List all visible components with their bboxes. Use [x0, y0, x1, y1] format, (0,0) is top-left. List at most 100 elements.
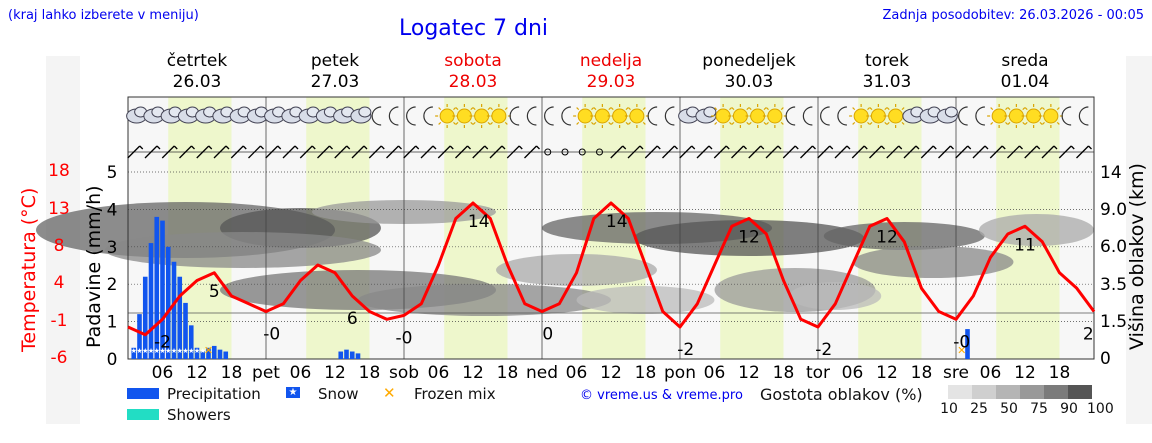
sun-ray [453, 107, 457, 111]
sun-shape [715, 108, 731, 124]
wind-barb-icon [1058, 145, 1072, 159]
sun-ray [1022, 121, 1026, 125]
sun-ray [608, 121, 612, 125]
precip-bar [177, 276, 183, 359]
density-swatch [1044, 385, 1068, 399]
precip-bar [194, 347, 200, 359]
wind-barb-feather [846, 145, 851, 150]
showers-legend-label: Showers [167, 406, 231, 424]
cloud-icon [126, 106, 148, 124]
moon-icon [509, 106, 520, 126]
sun-ray [763, 107, 767, 111]
sun-ray [731, 107, 735, 111]
moon-icon [664, 106, 675, 126]
frozen-mix-icon: ✕ [383, 384, 396, 402]
wind-barb-icon [578, 148, 586, 156]
day-date: 26.03 [172, 72, 222, 92]
sun-ray [489, 121, 493, 125]
wind-barb-icon [368, 145, 382, 159]
wind-barb-feather [1088, 145, 1092, 150]
wind-barb-feather [484, 145, 489, 150]
x-tick-label: pet [252, 363, 280, 383]
x-tick-label: 06 [980, 363, 1002, 383]
wind-barb-icon [662, 145, 675, 159]
density-swatch [1020, 385, 1044, 399]
moon-shape [664, 106, 675, 126]
x-tick-label: 06 [704, 363, 726, 383]
frozen-mix-mark: ✕ [204, 344, 213, 357]
wind-barb-icon [489, 145, 503, 159]
wind-barb-feather [173, 145, 178, 150]
sun-icon [762, 104, 787, 128]
temperature-value-label: -0 [396, 328, 413, 348]
snow-mark: ★ [154, 347, 160, 355]
day-date: 01.04 [1000, 72, 1050, 92]
wind-barb-feather [346, 145, 351, 150]
day-date: 30.03 [724, 72, 774, 92]
wind-barb-feather [812, 145, 816, 150]
wind-barb-feather [1019, 145, 1023, 150]
sun-shape [853, 108, 869, 124]
wind-barb-feather [984, 145, 989, 150]
wind-barb-icon [610, 145, 624, 159]
sun-shape [629, 108, 645, 124]
temperature-value-label: -2 [154, 332, 171, 352]
moon-shape [785, 106, 796, 126]
sun-ray [610, 107, 614, 111]
density-step-label: 100 [1087, 401, 1114, 417]
precip-bar [131, 347, 137, 359]
sun-icon [866, 104, 891, 128]
wind-barb-icon [213, 145, 227, 159]
x-tick-label: sob [389, 363, 419, 383]
wind-barb-icon [230, 145, 244, 159]
sun-ray [763, 121, 767, 125]
temperature-value-label: 14 [468, 212, 490, 232]
wind-barb-icon [800, 145, 813, 159]
sun-shape [732, 108, 748, 124]
sun-ray [990, 107, 994, 111]
sun-shape [750, 108, 766, 124]
wind-barb-icon [834, 145, 848, 159]
moon-icon [647, 106, 658, 126]
sun-ray [455, 121, 459, 125]
precip-bar [188, 325, 194, 359]
sun-ray [642, 121, 646, 125]
sun-ray [504, 121, 508, 125]
moon-icon [544, 106, 554, 126]
temperature-value-label: -2 [677, 340, 694, 360]
wind-barb-icon [869, 145, 882, 159]
wind-barb-feather [536, 145, 540, 150]
sun-ray [504, 107, 508, 111]
x-tick-label: 18 [359, 363, 381, 383]
wind-barb-icon [989, 145, 1003, 159]
precip-bar [200, 351, 206, 359]
precip-bar [154, 216, 160, 359]
cloud-icon [936, 106, 958, 124]
sun-ray [765, 121, 769, 125]
x-tick-label: 12 [186, 363, 208, 383]
snow-mark: ★ [136, 347, 142, 355]
x-tick-label: ned [526, 363, 558, 383]
precip-swatch [127, 388, 159, 399]
sun-shape [767, 108, 783, 124]
wind-barb-feather [432, 145, 437, 150]
wind-barb-feather [743, 145, 747, 150]
sun-icon [486, 104, 511, 128]
day-name: torek [865, 51, 909, 71]
sun-shape [439, 108, 455, 124]
sun-shape [888, 108, 904, 124]
moon-shape [423, 106, 433, 126]
sun-ray [487, 121, 491, 125]
snow-mark: ★ [131, 347, 137, 355]
sun-ray [591, 107, 595, 111]
sun-icon [607, 104, 632, 128]
precip-bar [137, 314, 142, 359]
sun-ray [780, 107, 784, 111]
sun-ray [867, 107, 871, 111]
sun-ray [852, 107, 856, 111]
sun-ray [1005, 121, 1009, 125]
wind-barb-feather [311, 145, 316, 150]
snow-mark: ★ [159, 347, 165, 355]
cloud-icon [298, 106, 320, 124]
snow-mark: ★ [200, 347, 206, 355]
